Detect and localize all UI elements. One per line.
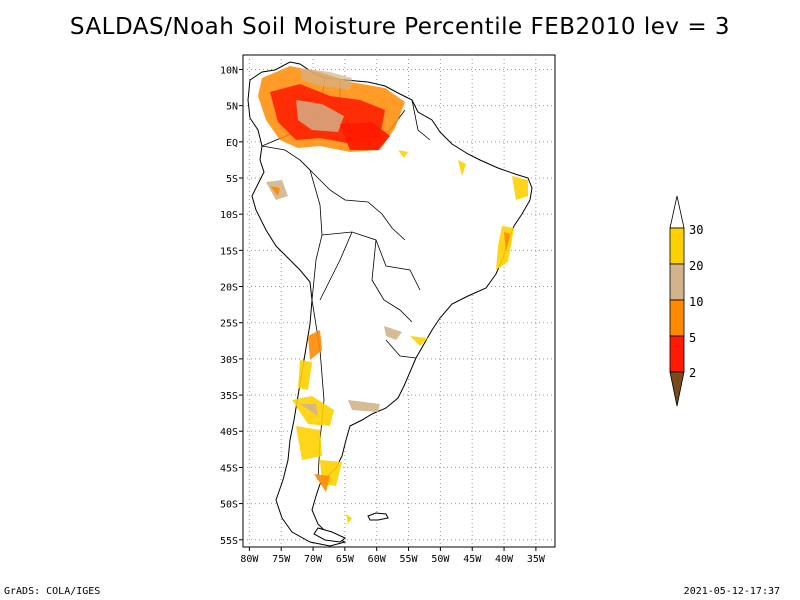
lat-tick-label: 10N [220, 65, 238, 76]
colorbar-label-10: 10 [689, 295, 703, 309]
axis-ticks: 80W 75W 70W 65W 60W 55W 50W 45W 40W 35W 10N 5N EQ 5S 1… [220, 65, 546, 565]
falkland-islands [367, 512, 389, 521]
shaded-region [504, 232, 510, 252]
lon-tick-label: 80W [240, 554, 259, 565]
lat-tick-label: 25S [220, 319, 238, 330]
colorbar-label-5: 5 [689, 331, 696, 345]
shaded-region [298, 360, 312, 390]
lon-tick-label: 55W [400, 554, 419, 565]
lat-tick-label: EQ [226, 138, 238, 149]
shaded-region [458, 160, 466, 176]
colorbar-gt30-triangle [669, 195, 685, 229]
colorbar-20-30 [669, 227, 685, 265]
shaded-region [346, 514, 352, 524]
shaded-region [308, 330, 322, 360]
colorbar-5-10 [669, 299, 685, 337]
shaded-region [300, 68, 352, 90]
shaded-region [398, 150, 408, 158]
shaded-region [348, 400, 380, 412]
colorbar: 30 20 10 5 2 [669, 195, 703, 407]
lat-tick-label: 35S [220, 391, 238, 402]
shaded-region [296, 100, 344, 132]
lat-tick-label: 55S [220, 536, 238, 547]
lat-tick-label: 20S [220, 283, 238, 294]
colorbar-2-5 [669, 335, 685, 373]
colorbar-lt2-triangle [669, 371, 685, 407]
lat-tick-label: 10S [220, 210, 238, 221]
shaded-region [314, 474, 330, 492]
shaded-region [496, 226, 514, 270]
lon-tick-label: 35W [527, 554, 546, 565]
map-title: SALDAS/Noah Soil Moisture Percentile FEB… [69, 14, 731, 40]
shaded-region [296, 426, 322, 460]
lon-tick-label: 70W [304, 554, 323, 565]
lat-tick-label: 30S [220, 355, 238, 366]
lon-tick-label: 50W [431, 554, 450, 565]
percentile-shading [258, 66, 528, 524]
lat-tick-label: 50S [220, 500, 238, 511]
lat-tick-label: 5S [226, 174, 238, 185]
tierra-del-fuego [313, 527, 346, 543]
colorbar-label-2: 2 [689, 366, 696, 380]
colorbar-10-20 [669, 263, 685, 301]
lon-tick-label: 65W [336, 554, 355, 565]
shaded-region [512, 176, 528, 200]
shaded-region [270, 186, 280, 196]
lon-tick-label: 45W [463, 554, 482, 565]
shaded-region [384, 326, 402, 340]
shaded-region [340, 122, 390, 150]
colorbar-label-30: 30 [689, 223, 703, 237]
lon-tick-label: 60W [368, 554, 387, 565]
lon-tick-label: 75W [272, 554, 291, 565]
timestamp: 2021-05-12-17:37 [683, 586, 780, 597]
lat-tick-label: 5N [226, 102, 238, 113]
shaded-region [300, 404, 318, 416]
lat-tick-label: 15S [220, 246, 238, 257]
colorbar-label-20: 20 [689, 259, 703, 273]
lat-tick-label: 45S [220, 463, 238, 474]
lat-tick-label: 40S [220, 427, 238, 438]
shaded-region [410, 336, 428, 346]
lon-tick-label: 40W [495, 554, 514, 565]
grads-credit: GrADS: COLA/IGES [4, 586, 101, 597]
